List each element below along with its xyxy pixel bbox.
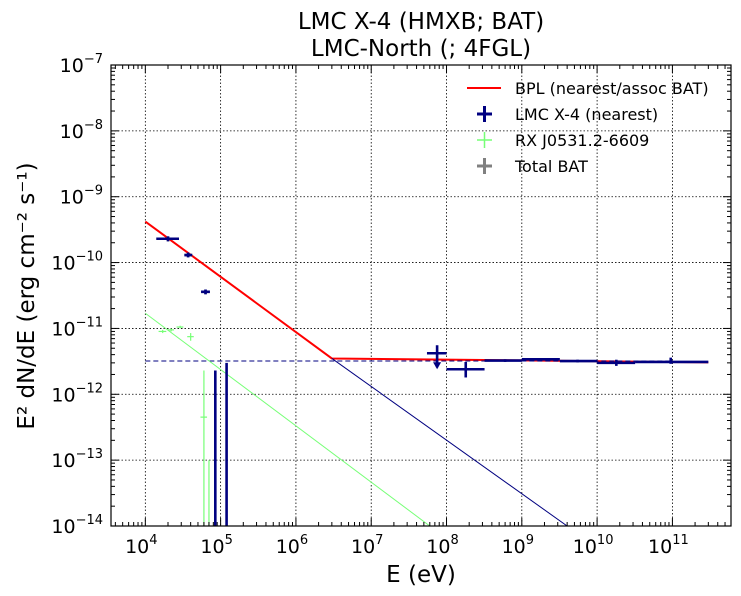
y-tick-label: 10−12 — [51, 381, 103, 406]
y-tick-label: 10−10 — [51, 250, 103, 275]
x-tick-label: 107 — [351, 533, 383, 558]
chart-title-line-2: LMC-North (; 4FGL) — [311, 36, 531, 62]
chart-title-line-1: LMC X-4 (HMXB; BAT) — [298, 9, 544, 35]
series-0 — [144, 220, 709, 364]
upper-limit-arrow — [433, 362, 442, 370]
x-tick-label: 104 — [125, 533, 157, 558]
series-6 — [158, 325, 210, 526]
plot-frame — [110, 64, 732, 527]
x-tick-label: 108 — [426, 533, 458, 558]
tick-labels: 104 105 106 107 108 109 1010 1011 10−14 10−13 10−1… — [51, 52, 688, 558]
legend-label-total-bat: Total BAT — [514, 157, 588, 176]
y-tick-label: 10−13 — [51, 447, 103, 472]
x-tick-label: 106 — [276, 533, 308, 558]
x-tick-label: 1011 — [648, 533, 689, 558]
legend-label-lmc-x4: LMC X-4 (nearest) — [515, 105, 658, 124]
y-tick-label: 10−14 — [51, 513, 103, 538]
legend-label-rx-j0531: RX J0531.2-6609 — [515, 131, 649, 150]
series-line — [145, 312, 431, 526]
legend-item-lmc-x4: LMC X-4 (nearest) — [477, 105, 658, 124]
y-tick-label: 10−7 — [60, 52, 103, 77]
legend-item-total-bat: Total BAT — [477, 157, 588, 176]
series-3 — [145, 312, 431, 526]
x-axis-label: E (eV) — [386, 562, 456, 588]
series-5 — [156, 236, 709, 526]
ticks — [111, 64, 732, 527]
y-tick-label: 10−9 — [60, 184, 103, 209]
series-1 — [331, 358, 568, 526]
x-tick-label: 1010 — [573, 533, 614, 558]
legend-item-bpl: BPL (nearest/assoc BAT) — [467, 79, 709, 98]
data-layer — [144, 220, 709, 526]
legend-item-rx-j0531: RX J0531.2-6609 — [477, 131, 649, 150]
x-tick-label: 109 — [502, 533, 534, 558]
y-axis-label: E² dN/dE (erg cm⁻² s⁻¹) — [14, 162, 40, 429]
series-line — [331, 358, 568, 526]
series-4 — [156, 236, 210, 295]
legend-label-bpl: BPL (nearest/assoc BAT) — [515, 79, 709, 98]
y-tick-label: 10−11 — [51, 315, 103, 340]
x-tick-label: 105 — [200, 533, 232, 558]
y-tick-label: 10−8 — [60, 118, 103, 143]
plot-area: 104 105 106 107 108 109 1010 1011 10−14 10−13 10−1… — [51, 52, 732, 558]
series-line — [144, 220, 709, 364]
legend: BPL (nearest/assoc BAT) LMC X-4 (nearest… — [467, 79, 709, 176]
